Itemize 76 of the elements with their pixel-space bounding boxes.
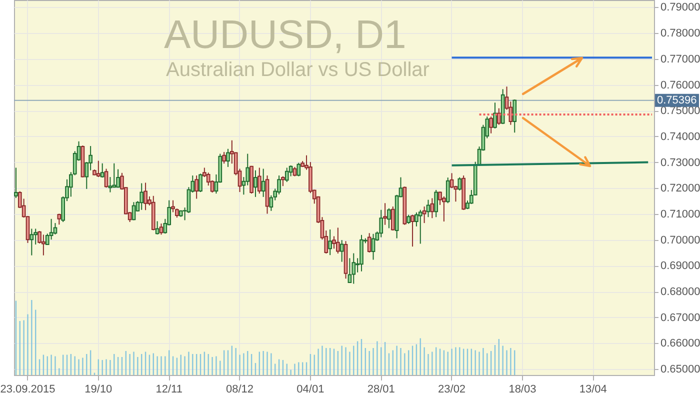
candlestick	[430, 198, 434, 219]
candlestick	[406, 214, 411, 224]
x-tick-label: 13/04	[579, 384, 607, 394]
candlestick	[328, 228, 332, 256]
candlestick	[198, 173, 202, 193]
y-tick-label: 0.72000	[660, 182, 700, 195]
candlestick	[489, 116, 493, 134]
candlestick	[379, 209, 384, 238]
x-tick-label: 18/03	[508, 384, 536, 394]
x-tick-label: 08/12	[226, 384, 254, 394]
candlestick	[340, 240, 344, 262]
y-tick-label: 0.78000	[660, 28, 700, 40]
candlestick	[426, 199, 430, 218]
candlestick	[257, 167, 262, 194]
candlestick	[155, 220, 160, 235]
candlestick	[367, 232, 372, 253]
candlestick	[140, 182, 144, 210]
candlestick	[281, 176, 285, 187]
candlestick	[442, 196, 446, 222]
candlestick	[418, 209, 422, 244]
candlestick	[387, 208, 391, 229]
y-tick-label: 0.76000	[660, 79, 700, 92]
candlestick	[104, 168, 108, 188]
candlestick	[132, 202, 136, 221]
y-tick-label: 0.70000	[660, 234, 700, 246]
candlestick	[496, 108, 501, 126]
candlestick	[296, 162, 301, 177]
x-tick-label: 19/10	[84, 384, 112, 394]
candlestick	[383, 202, 387, 226]
candlestick	[390, 206, 395, 232]
candlestick	[261, 168, 266, 198]
candlestick	[450, 172, 454, 189]
y-tick-label: 0.77000	[660, 53, 700, 66]
candlestick	[144, 182, 148, 211]
candlestick	[336, 227, 340, 254]
candlestick	[96, 160, 100, 178]
y-tick-label: 0.71000	[660, 208, 700, 220]
candlestick	[446, 177, 450, 204]
chart-title: AUDUSD, D1	[164, 13, 406, 57]
candlestick	[30, 228, 34, 256]
y-tick-label: 0.74000	[660, 130, 700, 143]
y-tick-label: 0.67000	[660, 312, 700, 324]
candlestick	[108, 176, 112, 193]
y-tick-label: 0.66000	[660, 338, 700, 350]
x-tick-label: 12/11	[156, 384, 182, 394]
x-tick-label: 23.09.2015	[0, 384, 56, 394]
x-tick-label: 28/01	[367, 384, 395, 394]
candlestick	[57, 213, 62, 226]
candlestick	[42, 234, 46, 256]
candlestick	[254, 170, 258, 198]
candlestick	[100, 162, 104, 178]
candlestick	[112, 162, 116, 188]
x-tick-label: 04/01	[296, 384, 324, 394]
candlestick	[222, 151, 226, 164]
candlestick	[14, 167, 18, 198]
candlestick	[410, 214, 414, 248]
candlestick	[226, 148, 230, 168]
candlestick	[284, 167, 289, 182]
text: Australian Dollar vs US Dollar	[166, 59, 430, 81]
ref-line-label: 0.75396	[657, 94, 697, 106]
candlestick	[352, 252, 356, 284]
y-tick-label: 0.73000	[660, 156, 700, 169]
candlestick	[159, 223, 164, 236]
y-tick-label: 0.69000	[660, 260, 700, 272]
candlestick	[371, 233, 376, 260]
y-tick-label: 0.68000	[660, 286, 700, 298]
candlestick	[194, 174, 198, 200]
x-tick-label: 23/02	[438, 384, 466, 394]
candlestick	[434, 189, 438, 218]
candlestick	[493, 102, 497, 129]
y-tick-label: 0.65000	[660, 364, 700, 376]
candlestick	[348, 258, 352, 284]
candlestick	[458, 176, 462, 191]
y-tick-label: 0.75000	[660, 105, 700, 118]
y-tick-label: 0.79000	[660, 2, 700, 14]
candlestick	[512, 99, 517, 134]
